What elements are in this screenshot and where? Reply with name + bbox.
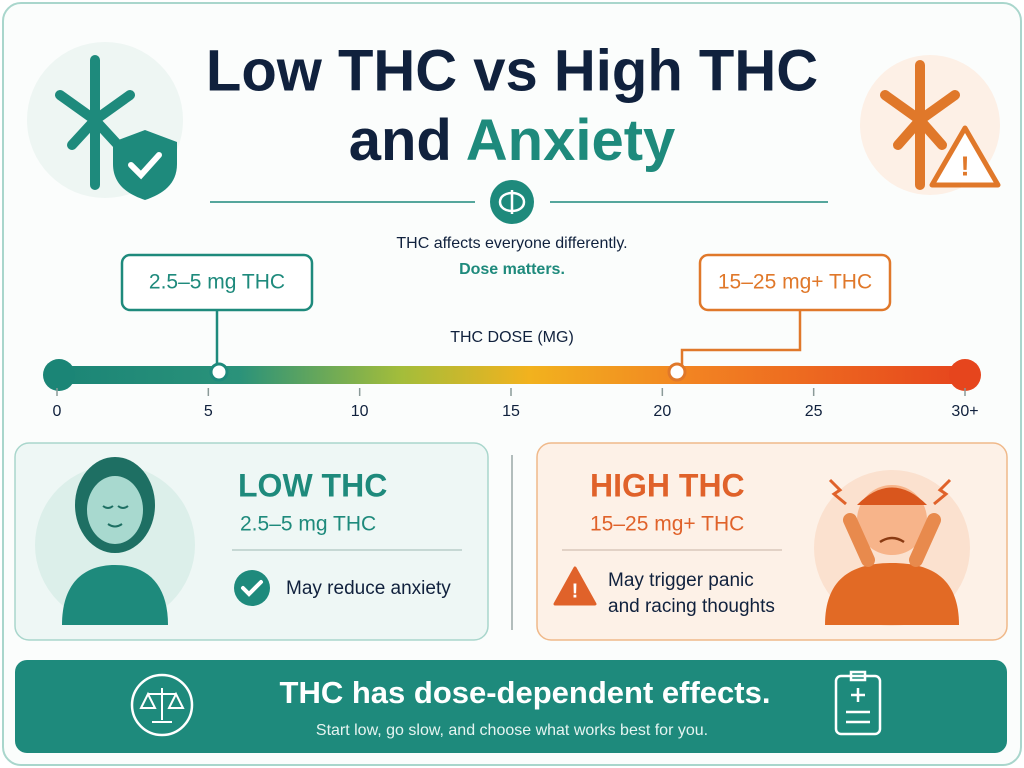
scales-icon-detail [139,688,185,723]
subtitle: THC affects everyone differently. [396,235,627,252]
tick-label: 25 [805,403,823,420]
high-card-effect: May trigger panic [608,570,754,591]
scales-icon [130,673,194,737]
calm-person-icon [35,457,195,625]
warning-mark: ! [572,580,579,602]
high-dose-callout-text: 15–25 mg+ THC [718,271,872,294]
low-dose-dot [209,362,229,382]
footer-banner [15,660,1007,753]
high-card-effect: and racing thoughts [608,596,775,617]
low-card-dose: 2.5–5 mg THC [240,513,376,536]
brain-icon-detail [498,190,526,214]
title-accent: Anxiety [466,108,676,173]
low-dose-callout-text: 2.5–5 mg THC [149,271,285,294]
tick-label: 10 [351,403,369,420]
title-line-1: Low THC vs High THC [206,38,818,103]
dose-bar [57,366,965,384]
scale-label: THC DOSE (MG) [450,329,574,346]
low-card-effect: May reduce anxiety [286,578,451,599]
check-mark [241,580,263,597]
tick-label: 15 [502,403,520,420]
check-icon [234,570,270,606]
leaf-shield-icon [27,42,183,200]
footer-note: Start low, go slow, and choose what work… [316,722,708,739]
high-dose-callout [698,253,892,312]
high-card-dose: 15–25 mg+ THC [590,513,744,536]
bar-end [949,359,981,391]
svg-text:!: ! [960,150,969,181]
tick-label: 5 [204,403,213,420]
high-dose-pointer [680,310,802,370]
subtitle-accent: Dose matters. [459,261,565,278]
stressed-person-icon [814,470,970,626]
tick-label: 30+ [951,403,978,420]
title-line-2: and Anxiety [349,108,676,173]
high-dose-dot [667,362,687,382]
high-card-title: HIGH THC [590,467,745,503]
clipboard-icon [834,674,882,736]
footer-headline: THC has dose-dependent effects. [280,675,771,710]
tick-label: 0 [53,403,62,420]
low-card-title: LOW THC [238,467,387,503]
bar-end [43,359,75,391]
scale-ticks: 0 5 10 15 20 25 30+ [53,388,979,420]
title-prefix: and [349,108,452,173]
leaf-warning-icon: ! [860,55,1001,195]
warning-icon [553,566,597,606]
clipboard-icon-detail [846,670,870,724]
tick-label: 20 [653,403,671,420]
